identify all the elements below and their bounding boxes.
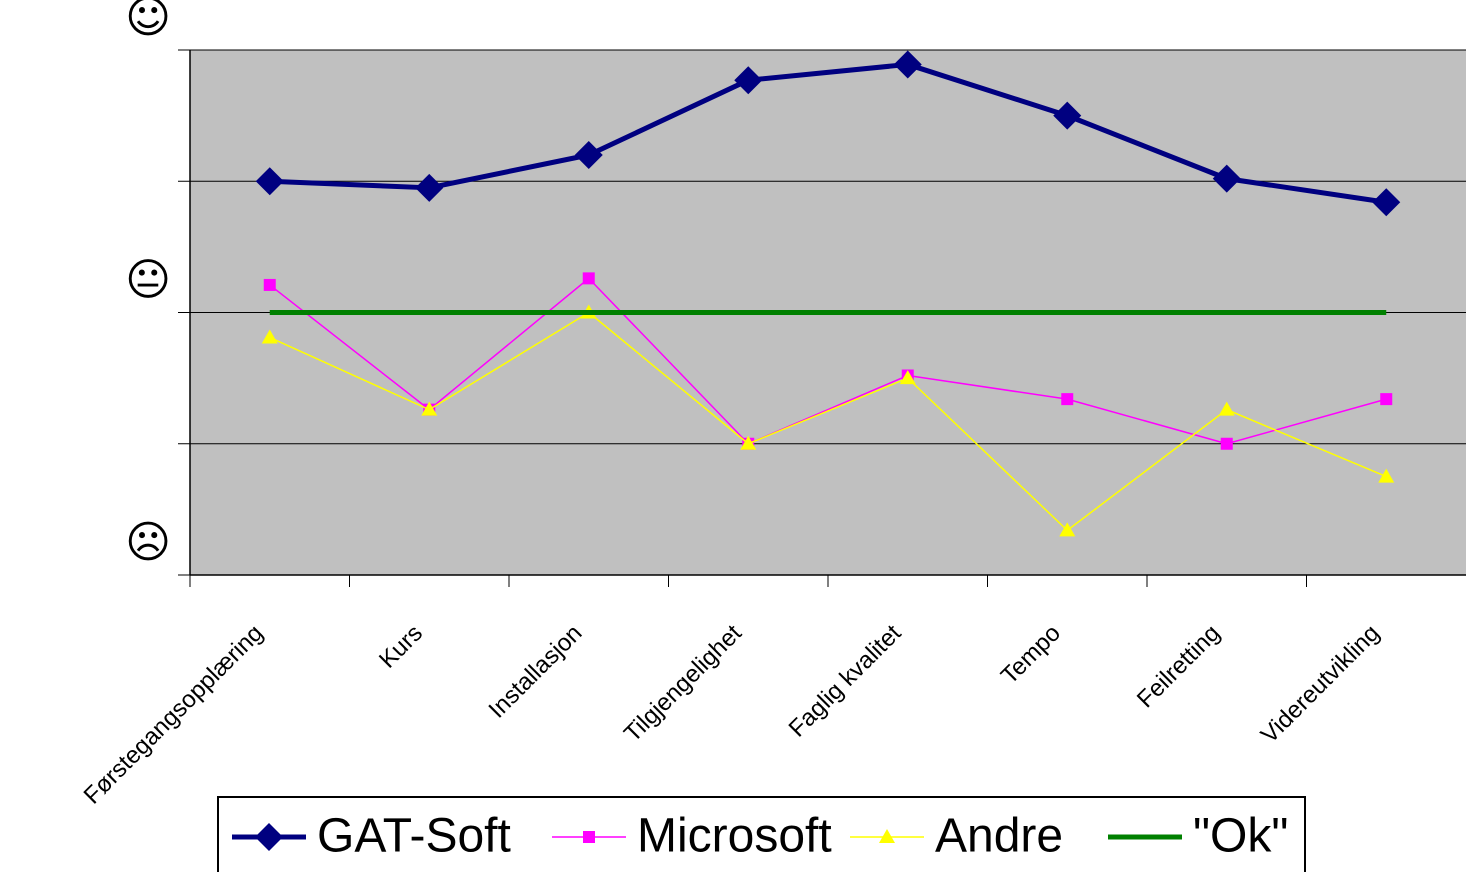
marker xyxy=(421,401,438,416)
y-tick-label: ☹ xyxy=(125,517,171,568)
x-tick-label: Tilgjengelighet xyxy=(619,619,747,747)
marker xyxy=(1061,393,1074,406)
series-line xyxy=(269,311,1387,532)
legend-label: GAT-Soft xyxy=(317,810,511,863)
marker xyxy=(255,167,284,196)
marker xyxy=(1218,401,1235,416)
marker xyxy=(1378,468,1395,483)
legend-label: Andre xyxy=(935,810,1063,863)
x-tick-label: Tempo xyxy=(996,620,1066,690)
legend-label: "Ok" xyxy=(1193,810,1288,863)
marker xyxy=(1380,393,1393,406)
marker xyxy=(582,272,595,285)
marker xyxy=(1212,164,1241,193)
marker xyxy=(255,823,283,851)
marker xyxy=(893,50,922,79)
marker xyxy=(574,141,603,169)
y-tick-label: ☺ xyxy=(125,0,171,43)
series-line xyxy=(269,61,1387,205)
legend-label: Microsoft xyxy=(637,810,832,863)
x-tick-label: Feilretting xyxy=(1132,620,1226,714)
marker xyxy=(1059,522,1076,537)
marker xyxy=(740,435,757,450)
series-line xyxy=(269,277,1387,445)
marker xyxy=(583,831,595,843)
marker xyxy=(263,278,276,291)
marker xyxy=(734,66,763,95)
x-tick-label: Videreutvikling xyxy=(1256,620,1385,749)
marker xyxy=(261,329,278,344)
marker xyxy=(1220,437,1233,450)
marker xyxy=(879,829,895,843)
marker xyxy=(415,173,444,202)
x-tick-label: Kurs xyxy=(374,620,428,674)
marker xyxy=(1372,188,1401,217)
x-tick-label: Installasjon xyxy=(483,620,587,724)
marker xyxy=(899,370,916,385)
x-tick-label: Førstegangsopplæring xyxy=(79,620,269,810)
marker xyxy=(1053,101,1082,130)
x-tick-label: Faglig kvalitet xyxy=(784,619,907,742)
y-tick-label: 😐 xyxy=(125,255,171,306)
